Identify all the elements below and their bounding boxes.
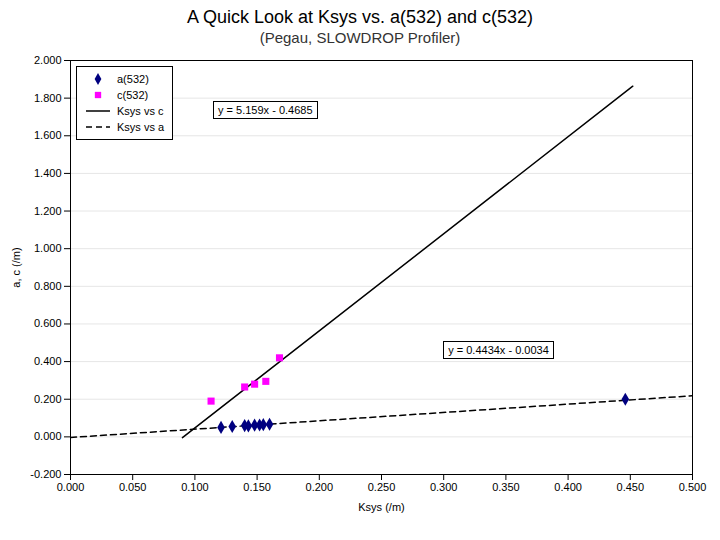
svg-text:0.400: 0.400 xyxy=(554,481,582,493)
svg-text:0.100: 0.100 xyxy=(181,481,209,493)
svg-text:-0.200: -0.200 xyxy=(30,468,61,480)
svg-text:a, c (/m): a, c (/m) xyxy=(10,247,22,287)
svg-text:0.250: 0.250 xyxy=(368,481,396,493)
html-text:c(532): c(532) xyxy=(117,89,149,101)
svg-text:0.200: 0.200 xyxy=(34,393,62,405)
svg-text:0.300: 0.300 xyxy=(430,481,458,493)
svg-text:0.000: 0.000 xyxy=(57,481,85,493)
svg-text:0.200: 0.200 xyxy=(306,481,334,493)
svg-text:0.050: 0.050 xyxy=(119,481,147,493)
svg-text:1.200: 1.200 xyxy=(34,205,62,217)
svg-text:1.400: 1.400 xyxy=(34,167,62,179)
svg-text:0.400: 0.400 xyxy=(34,355,62,367)
svg-text:0.500: 0.500 xyxy=(679,481,707,493)
svg-text:0.450: 0.450 xyxy=(617,481,645,493)
svg-text:1.000: 1.000 xyxy=(34,242,62,254)
html-text:Ksys vs c: Ksys vs c xyxy=(117,105,164,117)
svg-text:2.000: 2.000 xyxy=(34,54,62,66)
html-text:y = 5.159x - 0.4685: y = 5.159x - 0.4685 xyxy=(218,103,313,116)
svg-text:1.800: 1.800 xyxy=(34,92,62,104)
html-text:A Quick Look at Ksys vs. a(532: A Quick Look at Ksys vs. a(532) and c(53… xyxy=(186,7,534,27)
html-text:a(532): a(532) xyxy=(117,73,149,85)
svg-text:1.600: 1.600 xyxy=(34,129,62,141)
html-text:Ksys vs a: Ksys vs a xyxy=(117,121,165,133)
svg-text:0.600: 0.600 xyxy=(34,317,62,329)
svg-text:0.800: 0.800 xyxy=(34,280,62,292)
svg-text:0.150: 0.150 xyxy=(243,481,271,493)
html-text:(Pegau, SLOWDROP Profiler): (Pegau, SLOWDROP Profiler) xyxy=(259,29,461,46)
svg-text:0.350: 0.350 xyxy=(492,481,520,493)
html-text:y = 0.4434x - 0.0034: y = 0.4434x - 0.0034 xyxy=(448,343,549,356)
svg-text:0.000: 0.000 xyxy=(34,430,62,442)
svg-text:Ksys (/m): Ksys (/m) xyxy=(358,501,404,513)
